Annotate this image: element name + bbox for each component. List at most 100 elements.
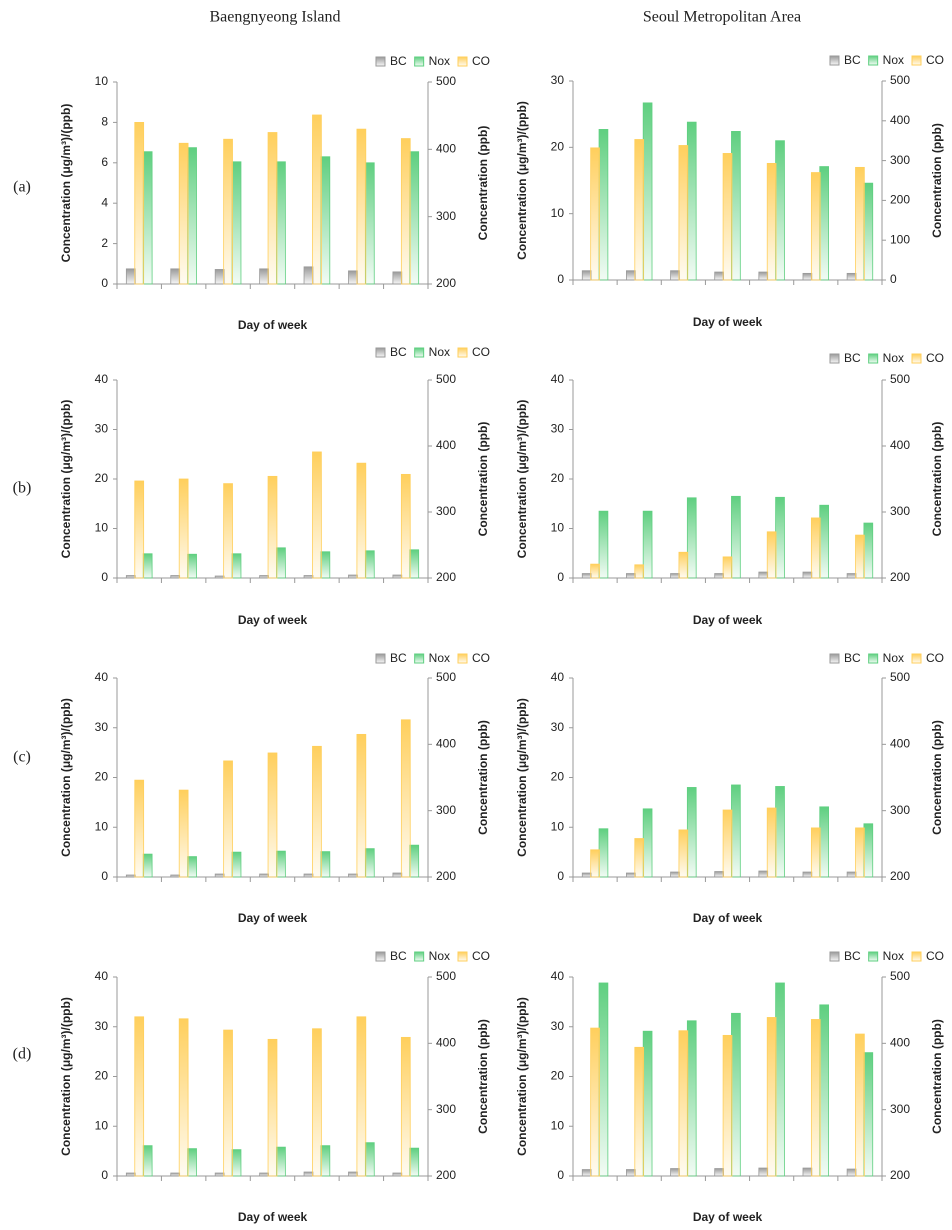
bar [810, 1019, 821, 1177]
legend-label: Nox [429, 54, 450, 68]
bar [409, 844, 420, 878]
bar [598, 510, 609, 579]
bar [276, 1146, 286, 1177]
bar [142, 553, 153, 579]
y-tick-label: 40 [551, 372, 565, 386]
bar [364, 162, 375, 285]
y-tick-label: 40 [95, 372, 109, 386]
y2-tick-label: 300 [890, 1102, 910, 1116]
y-tick-label: 30 [95, 1019, 109, 1033]
y2-axis-label: Concentration (ppb) [930, 123, 944, 238]
bar [214, 873, 225, 878]
y-tick-label: 30 [551, 73, 565, 87]
legend-label: CO [926, 351, 944, 365]
bar [810, 827, 821, 878]
bar [802, 1167, 813, 1177]
bar [409, 151, 420, 285]
y2-axis-label: Concentration (ppb) [476, 422, 490, 537]
y2-tick-label: 200 [890, 193, 910, 207]
y-tick-label: 30 [551, 720, 565, 734]
bar [356, 733, 367, 878]
bar [187, 856, 197, 878]
bar [364, 550, 375, 579]
bar [312, 1028, 322, 1177]
bar [303, 266, 314, 285]
bar [802, 571, 813, 579]
legend-swatch [868, 55, 879, 66]
y2-axis-label: Concentration (ppb) [930, 1019, 944, 1134]
bar [320, 156, 331, 285]
y-tick-label: 10 [95, 819, 109, 833]
y2-tick-label: 200 [436, 276, 456, 290]
bar [223, 483, 233, 579]
legend-label: Nox [883, 351, 904, 365]
bar [356, 462, 367, 579]
bar [125, 1172, 136, 1177]
bar [231, 161, 242, 285]
row-label: (b) [13, 480, 32, 497]
bar [356, 128, 367, 285]
legend-swatch [829, 951, 840, 962]
bar [400, 1036, 411, 1177]
bar [392, 271, 403, 285]
bar [400, 138, 411, 285]
bar [802, 272, 813, 281]
y2-tick-label: 300 [436, 209, 456, 223]
y-tick-label: 4 [101, 195, 108, 209]
y-axis-label: Concentration (μg/m³)/(ppb) [59, 997, 73, 1156]
y-tick-label: 10 [95, 521, 109, 535]
bar [758, 1167, 769, 1177]
legend-swatch [414, 56, 425, 67]
bar [670, 1168, 680, 1177]
bar [642, 102, 653, 281]
legend-swatch [829, 55, 840, 66]
bar [634, 1046, 645, 1177]
bar [320, 551, 331, 579]
bar [170, 1172, 181, 1177]
y2-tick-label: 300 [890, 803, 910, 817]
bar [400, 719, 411, 878]
legend-label: BC [844, 651, 861, 665]
y-tick-label: 0 [557, 272, 564, 286]
legend-swatch [375, 951, 386, 962]
bar [678, 145, 689, 281]
bar [259, 575, 269, 579]
y-tick-label: 0 [101, 570, 108, 584]
bar [409, 549, 420, 579]
y-tick-label: 20 [95, 1069, 109, 1083]
bar [356, 1016, 367, 1177]
bar [775, 496, 785, 579]
y-tick-label: 10 [551, 819, 565, 833]
bar [312, 114, 322, 285]
y2-axis-label: Concentration (ppb) [476, 1019, 490, 1134]
x-axis-label: Day of week [693, 315, 763, 329]
x-axis-label: Day of week [693, 613, 763, 627]
bar [758, 870, 769, 878]
bar [590, 147, 600, 281]
legend-swatch [414, 347, 425, 358]
y2-tick-label: 400 [436, 438, 456, 452]
legend-swatch [911, 55, 922, 66]
bar [348, 574, 358, 579]
bar [267, 1038, 278, 1177]
bar [758, 571, 769, 579]
legend-label: BC [390, 949, 407, 963]
legend-label: Nox [883, 651, 904, 665]
bar [810, 517, 821, 579]
y2-tick-label: 500 [436, 74, 456, 88]
bar [678, 551, 689, 579]
y-tick-label: 0 [557, 1168, 564, 1182]
y-tick-label: 30 [95, 422, 109, 436]
legend-swatch [868, 653, 879, 664]
y-tick-label: 20 [95, 471, 109, 485]
bar [303, 873, 314, 878]
legend-swatch [414, 951, 425, 962]
y-tick-label: 30 [551, 1019, 565, 1033]
bar [259, 873, 269, 878]
bar [766, 807, 777, 878]
y-tick-label: 40 [95, 969, 109, 983]
bar [581, 1169, 592, 1177]
bar [170, 874, 181, 878]
bar [731, 784, 741, 878]
